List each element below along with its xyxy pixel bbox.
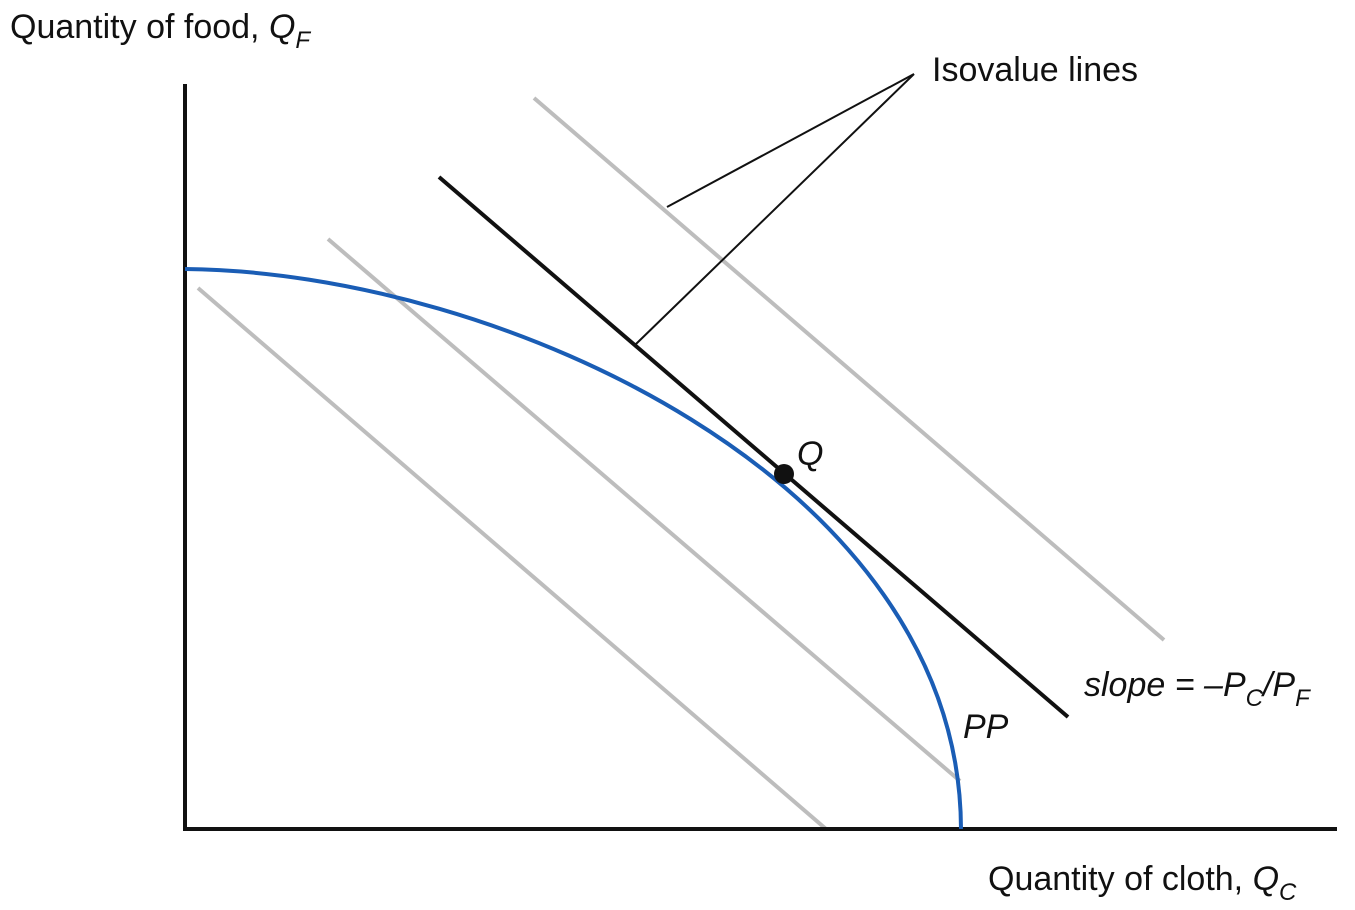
slope-label: slope = –PC/PF	[1084, 666, 1311, 712]
isovalue-leader-1	[666, 73, 915, 208]
y-axis-label: Quantity of food, QF	[10, 8, 311, 54]
tangent-isovalue-line	[437, 175, 1070, 719]
production-possibility-curve	[184, 267, 963, 830]
x-axis-label: Quantity of cloth, QC	[988, 860, 1297, 906]
isovalue-line-2	[326, 237, 962, 783]
isovalue-leader-2	[635, 73, 915, 345]
isovalue-lines-label: Isovalue lines	[932, 51, 1138, 89]
pp-curve-label: PP	[963, 708, 1009, 746]
isovalue-line-3	[532, 96, 1166, 642]
point-q-label: Q	[797, 435, 823, 473]
tangency-point-marker	[774, 464, 794, 484]
isovalue-line-1	[196, 286, 828, 831]
